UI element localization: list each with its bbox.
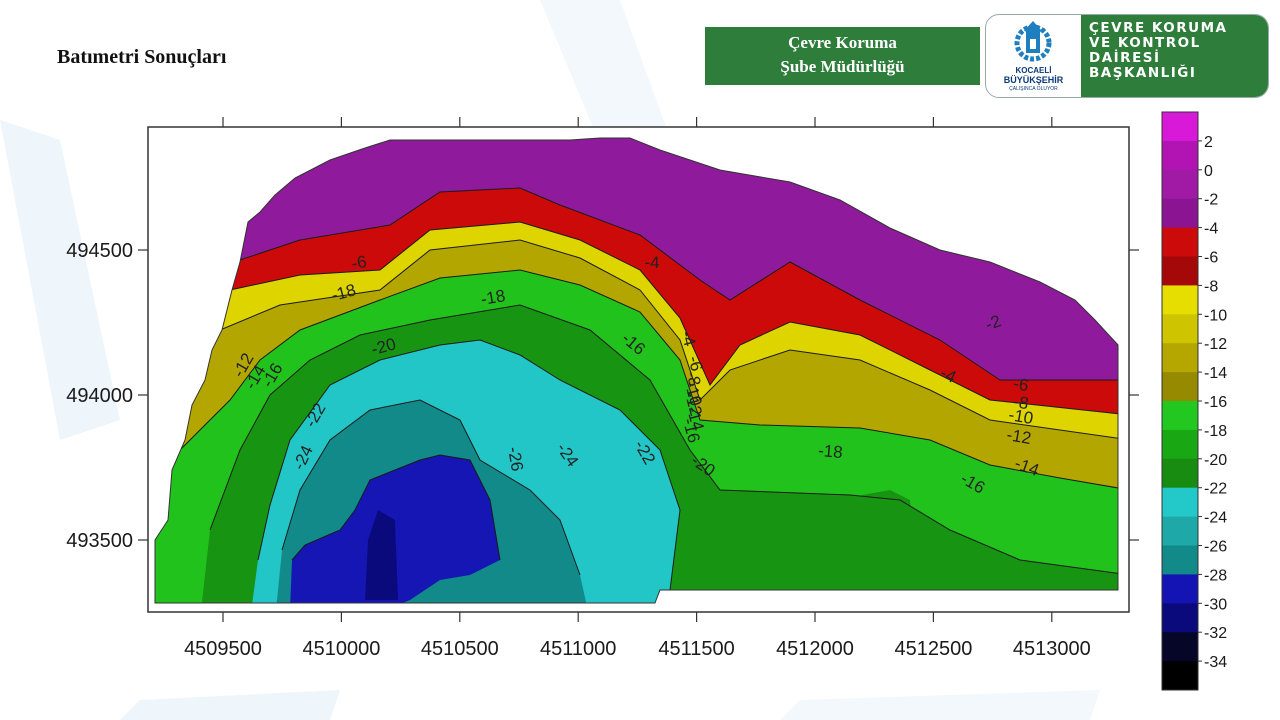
depth-legend: 2 0 -2 -4 -6 -8 -10 -12 -14 -16 -18 -20 -22 -24 -26 -28… — [1161, 111, 1227, 691]
band-dark-green-patch — [850, 490, 915, 590]
contour-label: -4 — [677, 329, 699, 349]
contour-label: -18 — [817, 441, 843, 462]
contour-label: -6 — [350, 252, 368, 273]
logo-org-line-4: BAŞKANLIĞI — [1089, 65, 1197, 81]
y-tick-label: 494000 — [66, 385, 133, 407]
legend-swatch — [1162, 429, 1198, 460]
legend-swatch — [1162, 458, 1198, 489]
legend-label: -26 — [1204, 539, 1227, 556]
kocaeli-emblem: KOCAELİ BÜYÜKŞEHİR ÇALIŞINCA OLUYOR — [986, 15, 1081, 97]
contour-label: -4 — [644, 253, 659, 272]
legend-swatch — [1162, 285, 1198, 315]
contour-label: -6 — [1012, 374, 1030, 395]
legend-label: -8 — [1204, 278, 1218, 295]
legend-label: -4 — [1204, 221, 1218, 238]
contour-label: -8 — [682, 369, 704, 389]
legend-swatch — [1162, 632, 1198, 662]
contour-label: -12 — [1005, 425, 1033, 448]
legend-label: -30 — [1204, 596, 1227, 613]
contour-label: -6 — [684, 354, 706, 374]
legend-label: -32 — [1204, 625, 1227, 642]
band-navy — [365, 510, 398, 600]
legend-swatch — [1162, 169, 1198, 200]
legend-label: -34 — [1204, 654, 1227, 671]
legend-swatch — [1162, 401, 1198, 431]
legend-swatch — [1162, 112, 1198, 142]
legend-label: -16 — [1204, 394, 1227, 411]
logo-slogan: ÇALIŞINCA OLUYOR — [1009, 86, 1058, 92]
legend-label: -2 — [1204, 192, 1218, 209]
contour-label: -4 — [937, 363, 959, 387]
department-banner: Çevre Koruma Şube Müdürlüğü — [705, 27, 980, 85]
department-line-1: Çevre Koruma — [788, 33, 897, 52]
y-axis: 494500 494000 493500 — [66, 240, 1139, 552]
x-tick-label: 4510500 — [421, 638, 499, 660]
department-line-2: Şube Müdürlüğü — [780, 57, 905, 76]
x-axis: 4509500 4510000 4510500 4511000 4511500 45120… — [184, 117, 1091, 660]
x-tick-label: 4512500 — [894, 638, 972, 660]
legend-label: -12 — [1204, 336, 1227, 353]
legend-swatch — [1162, 545, 1198, 575]
logo-org-line-2: VE KONTROL — [1089, 35, 1201, 51]
legend-label: -18 — [1204, 423, 1227, 440]
legend-label: 0 — [1204, 163, 1213, 180]
legend-label: -24 — [1204, 510, 1227, 527]
contour-label: -18 — [479, 286, 507, 309]
contour-label: -8 — [1012, 392, 1030, 413]
legend-swatch — [1162, 314, 1198, 344]
legend-swatch — [1162, 343, 1198, 373]
legend-label: -6 — [1204, 250, 1218, 267]
legend-swatch — [1162, 256, 1198, 286]
legend-swatch — [1162, 140, 1198, 171]
y-tick-label: 493500 — [66, 530, 133, 552]
legend-swatch — [1162, 574, 1198, 604]
contour-lines — [155, 187, 1118, 591]
contour-label: -10 — [1007, 405, 1035, 428]
x-tick-label: 4512000 — [776, 638, 854, 660]
x-tick-label: 4510000 — [302, 638, 380, 660]
x-tick-label: 4513000 — [1013, 638, 1091, 660]
legend-label: -20 — [1204, 452, 1227, 469]
organization-logo: KOCAELİ BÜYÜKŞEHİR ÇALIŞINCA OLUYOR ÇEVR… — [985, 14, 1269, 98]
logo-city-name: KOCAELİ — [1015, 66, 1052, 75]
contour-label: -2 — [983, 311, 1004, 334]
slide-title: Batımetri Sonuçları — [57, 46, 227, 68]
legend-label: -22 — [1204, 481, 1227, 498]
legend-swatch — [1162, 661, 1198, 691]
legend-label: -14 — [1204, 365, 1227, 382]
logo-municipality-name: BÜYÜKŞEHİR — [1003, 75, 1064, 85]
legend-swatch — [1162, 372, 1198, 402]
logo-org-line-3: DAİRESİ — [1089, 50, 1161, 66]
logo-org-text: ÇEVRE KORUMA VE KONTROL DAİRESİ BAŞKANLI… — [1081, 15, 1268, 97]
x-tick-label: 4509500 — [184, 638, 262, 660]
legend-swatch — [1162, 603, 1198, 633]
legend-label: -28 — [1204, 567, 1227, 584]
logo-org-line-1: ÇEVRE KORUMA — [1089, 20, 1228, 36]
y-tick-label: 494500 — [66, 240, 133, 262]
depth-bands — [155, 138, 1118, 603]
x-tick-label: 4511500 — [658, 638, 734, 660]
survey-boundary — [154, 137, 1119, 604]
building-emblem-icon — [1014, 21, 1052, 62]
contour-label: -26 — [504, 445, 527, 473]
legend-label: 2 — [1204, 134, 1213, 151]
legend-swatch — [1162, 227, 1198, 257]
legend-label: -10 — [1204, 307, 1227, 324]
legend-swatch — [1162, 198, 1198, 229]
legend-swatch — [1162, 487, 1198, 518]
x-tick-label: 4511000 — [540, 638, 616, 660]
legend-swatch — [1162, 516, 1198, 546]
